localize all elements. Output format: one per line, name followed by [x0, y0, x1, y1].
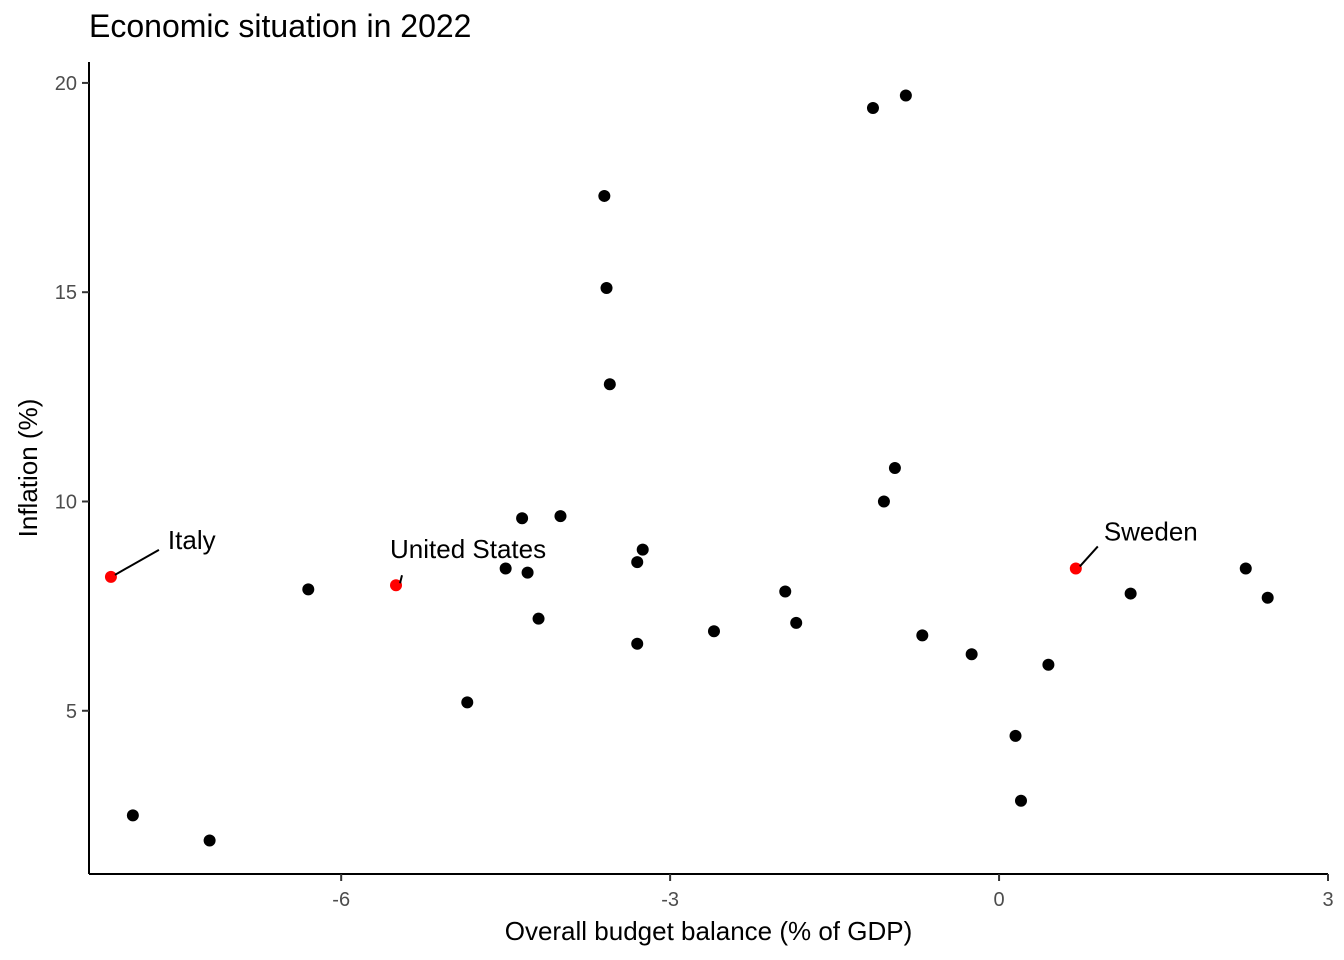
- point-label: Italy: [168, 525, 216, 555]
- data-point: [126, 809, 139, 822]
- data-points: [104, 89, 1274, 847]
- data-point: [636, 543, 649, 556]
- data-point: [631, 637, 644, 650]
- data-point: [532, 612, 545, 625]
- data-point: [916, 629, 929, 642]
- highlighted-point: [1069, 562, 1082, 575]
- data-point: [899, 89, 912, 102]
- chart-title: Economic situation in 2022: [89, 8, 472, 44]
- data-point: [1124, 587, 1137, 600]
- y-tick-label: 5: [66, 701, 77, 723]
- data-point: [790, 616, 803, 629]
- label-leader-line: [399, 574, 403, 584]
- point-label: United States: [390, 534, 546, 564]
- x-axis-title: Overall budget balance (% of GDP): [505, 916, 913, 946]
- axes: -6 -3 0 3 5 10 15 20: [55, 62, 1334, 911]
- data-point: [631, 556, 644, 569]
- data-point: [598, 189, 611, 202]
- data-point: [554, 510, 567, 523]
- data-point: [461, 696, 474, 709]
- y-axis-title: Inflation (%): [13, 399, 43, 538]
- label-leader-line: [114, 548, 160, 576]
- data-point: [499, 562, 512, 575]
- data-point: [1239, 562, 1252, 575]
- data-point: [1014, 794, 1027, 807]
- data-point: [1009, 729, 1022, 742]
- y-tick-label: 20: [55, 73, 77, 95]
- data-point: [888, 462, 901, 474]
- data-point: [603, 378, 616, 391]
- y-tick-label: 15: [55, 282, 77, 304]
- data-point: [203, 834, 216, 847]
- point-label: Sweden: [1104, 516, 1198, 546]
- y-tick-label: 10: [55, 491, 77, 513]
- data-point: [1261, 591, 1274, 604]
- point-labels: Italy United States Sweden: [114, 516, 1198, 584]
- data-point: [866, 102, 879, 115]
- data-point: [600, 282, 613, 295]
- data-point: [707, 625, 720, 638]
- x-tick-label: 0: [993, 889, 1004, 911]
- label-leader-line: [1079, 545, 1099, 568]
- data-point: [1042, 658, 1055, 671]
- highlighted-point: [104, 570, 117, 583]
- data-point: [302, 583, 315, 596]
- x-tick-label: 3: [1322, 889, 1333, 911]
- data-point: [779, 585, 792, 598]
- x-tick-label: -3: [661, 889, 679, 911]
- highlighted-point: [390, 579, 403, 592]
- data-point: [965, 648, 978, 661]
- data-point: [877, 495, 890, 508]
- x-tick-label: -6: [332, 889, 350, 911]
- data-point: [521, 566, 534, 579]
- data-point: [516, 512, 529, 525]
